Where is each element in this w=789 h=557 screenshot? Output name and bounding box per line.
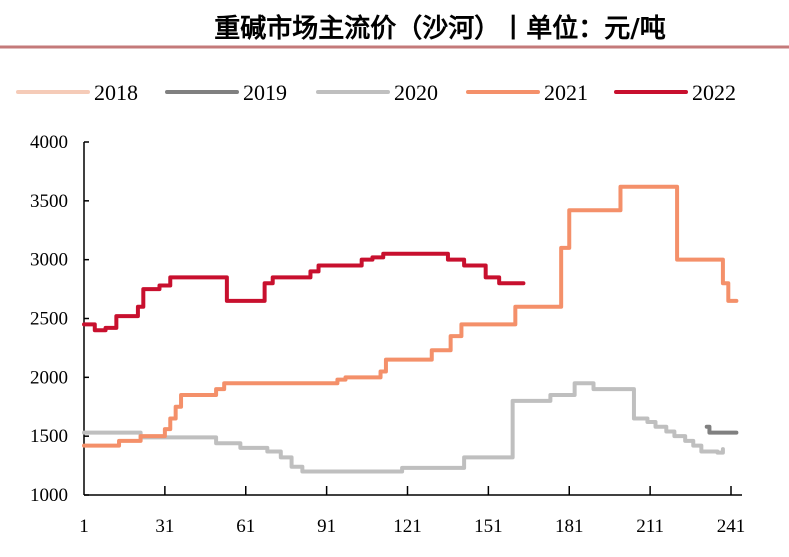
x-tick-label: 31 <box>155 516 174 537</box>
legend-item-2021: 2021 <box>466 80 588 105</box>
legend-item-2018: 2018 <box>16 80 138 105</box>
x-tick-label: 151 <box>474 516 503 537</box>
legend-item-2019: 2019 <box>165 80 287 105</box>
series-line-2020 <box>82 381 725 474</box>
legend-item-2020: 2020 <box>316 80 438 105</box>
series-line-2021 <box>82 184 739 448</box>
series-line-2019 <box>704 424 739 435</box>
legend-item-2022: 2022 <box>614 80 736 105</box>
series-lines <box>82 184 739 474</box>
y-tick-label: 2500 <box>30 309 68 330</box>
legend-label: 2020 <box>394 80 438 105</box>
axes: 1000 1500 2000 2500 3000 3500 4000 1 31 61 91 121 15… <box>30 132 745 537</box>
x-tick-label: 121 <box>393 516 422 537</box>
legend-label: 2022 <box>692 80 736 105</box>
x-tick-label: 211 <box>636 516 664 537</box>
legend-label: 2018 <box>94 80 138 105</box>
legend-label: 2019 <box>243 80 287 105</box>
legend: 2018 2019 2020 2021 2022 <box>16 80 736 105</box>
y-tick-label: 3500 <box>30 191 68 212</box>
x-tick-label: 241 <box>717 516 746 537</box>
x-tick-label: 181 <box>555 516 584 537</box>
y-tick-label: 1500 <box>30 426 68 447</box>
legend-label: 2021 <box>544 80 588 105</box>
y-tick-label: 1000 <box>30 485 68 506</box>
x-tick-label: 1 <box>79 516 89 537</box>
chart-title: 重碱市场主流价（沙河）丨单位：元/吨 <box>214 13 666 44</box>
y-tick-label: 3000 <box>30 250 68 271</box>
y-tick-label: 2000 <box>30 367 68 388</box>
x-tick-label: 91 <box>317 516 336 537</box>
x-tick-label: 61 <box>236 516 255 537</box>
series-line-2022 <box>82 251 526 333</box>
y-tick-label: 4000 <box>30 132 68 153</box>
